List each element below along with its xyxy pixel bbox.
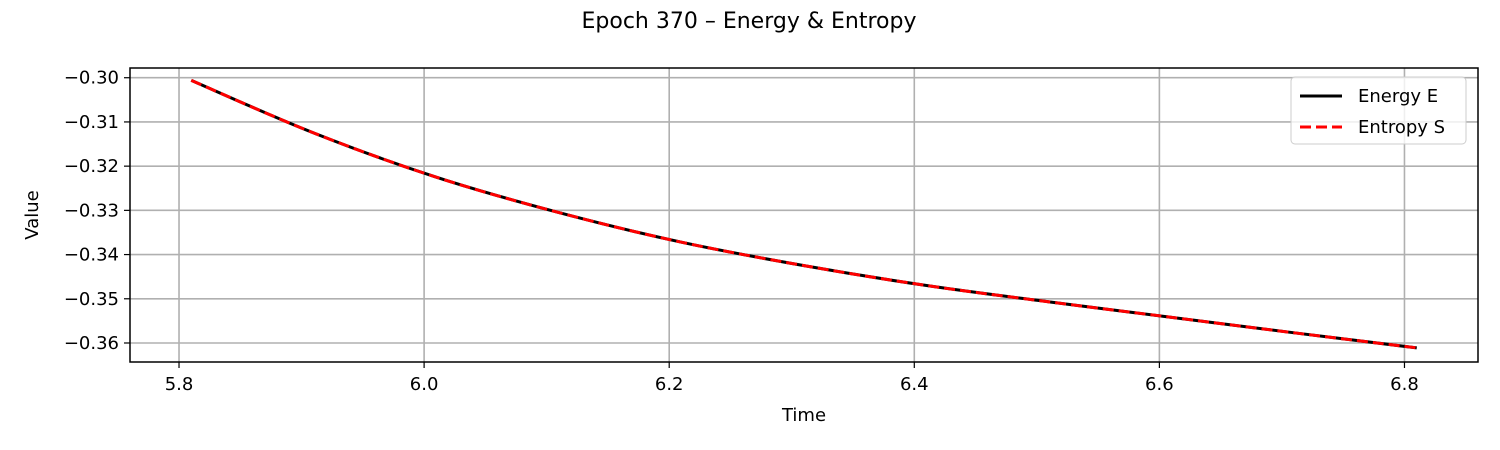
y-tick-label: −0.35: [64, 289, 119, 310]
grid-lines: [130, 68, 1478, 362]
y-tick-label: −0.33: [64, 200, 119, 221]
y-tick-label: −0.32: [64, 156, 119, 177]
legend-label-entropy-s: Entropy S: [1358, 117, 1445, 138]
x-tick-label: 6.4: [900, 374, 929, 395]
legend-label-energy-e: Energy E: [1358, 86, 1438, 107]
x-tick-label: 6.8: [1390, 374, 1419, 395]
series-line-entropy-s: [190, 79, 1417, 350]
y-axis-label: Value: [22, 190, 43, 239]
y-tick-label: −0.36: [64, 333, 119, 354]
series-layer: [190, 79, 1417, 350]
x-tick-label: 6.0: [410, 374, 439, 395]
y-tick-label: −0.34: [64, 245, 119, 266]
x-tick-label: 5.8: [165, 374, 194, 395]
x-tick-label: 6.6: [1145, 374, 1174, 395]
y-tick-label: −0.31: [64, 112, 119, 133]
x-axis-label: Time: [781, 405, 826, 426]
legend: Energy E Entropy S: [1290, 76, 1467, 145]
y-tick-label: −0.30: [64, 68, 119, 89]
chart-title: Epoch 370 – Energy & Entropy: [582, 9, 917, 34]
plot-frame: [129, 67, 1479, 363]
x-tick-label: 6.2: [655, 374, 684, 395]
axis-ticks: 5.8 6.0 6.2 6.4 6.6 6.8 −0.30 −0.31 −0.32 −0.33 −0…: [64, 68, 1419, 395]
